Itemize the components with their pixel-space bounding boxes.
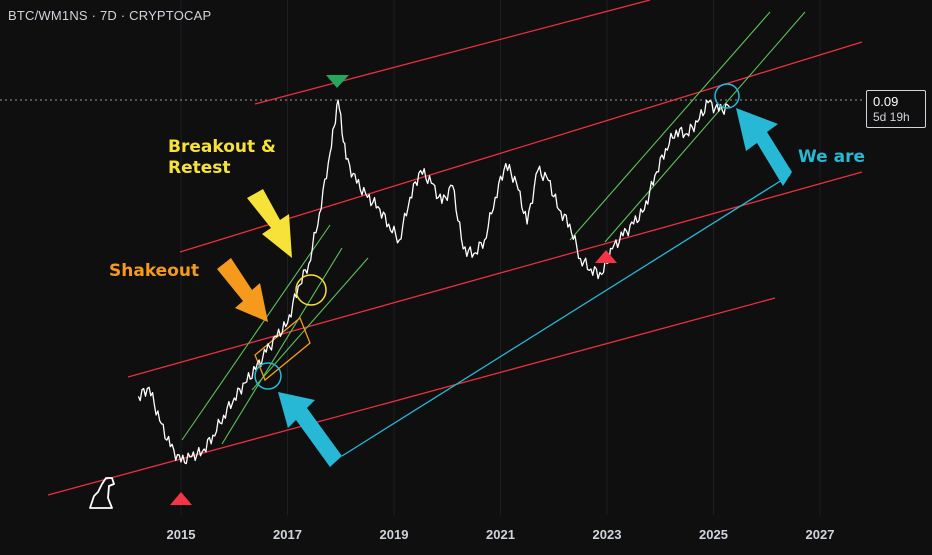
we-are-label: We are bbox=[798, 147, 865, 167]
green-channel-2023-upper[interactable] bbox=[569, 11, 771, 241]
bar-countdown: 5d 19h bbox=[873, 110, 910, 124]
red-channel-line-1[interactable] bbox=[47, 297, 776, 496]
shakeout-box[interactable] bbox=[254, 316, 311, 382]
orange-arrow bbox=[217, 258, 268, 322]
x-tick-label-2019: 2019 bbox=[380, 527, 409, 542]
breakout-label-line2: Retest bbox=[168, 158, 231, 178]
chart-title: BTC/WM1NS · 7D · CRYPTOCAP bbox=[8, 8, 212, 23]
top-marker-triangle bbox=[326, 75, 349, 88]
current-position-circle[interactable] bbox=[714, 83, 740, 109]
dino-logo-icon bbox=[89, 477, 115, 509]
red-channel bbox=[47, 0, 863, 496]
current-price-badge: 0.09 5d 19h bbox=[866, 90, 926, 128]
cyan-trend-line[interactable] bbox=[341, 174, 791, 457]
x-tick-label-2017: 2017 bbox=[273, 527, 302, 542]
current-price-value: 0.09 bbox=[873, 94, 899, 109]
x-tick-label-2021: 2021 bbox=[486, 527, 515, 542]
bottom-marker-triangle-2022 bbox=[595, 250, 617, 263]
green-channel-2023-lower[interactable] bbox=[604, 11, 806, 243]
red-channel-line-4[interactable] bbox=[254, 0, 651, 105]
cyan-arrow-left bbox=[278, 392, 342, 467]
green-channel-2016-upper[interactable] bbox=[181, 224, 331, 441]
cyan-arrow-right bbox=[736, 108, 792, 186]
shakeout-label: Shakeout bbox=[109, 261, 199, 281]
x-tick-label-2025: 2025 bbox=[699, 527, 728, 542]
shakeout-circle[interactable] bbox=[254, 362, 282, 390]
x-tick-label-2023: 2023 bbox=[593, 527, 622, 542]
bottom-marker-triangle-2015 bbox=[170, 492, 192, 505]
x-tick-label-2015: 2015 bbox=[167, 527, 196, 542]
yellow-arrow bbox=[247, 189, 292, 258]
breakout-label-line1: Breakout & bbox=[168, 137, 276, 157]
retest-circle[interactable] bbox=[295, 274, 327, 306]
green-channel-2016-top[interactable] bbox=[251, 257, 369, 391]
price-series-line bbox=[137, 99, 730, 465]
x-tick-label-2027: 2027 bbox=[806, 527, 835, 542]
